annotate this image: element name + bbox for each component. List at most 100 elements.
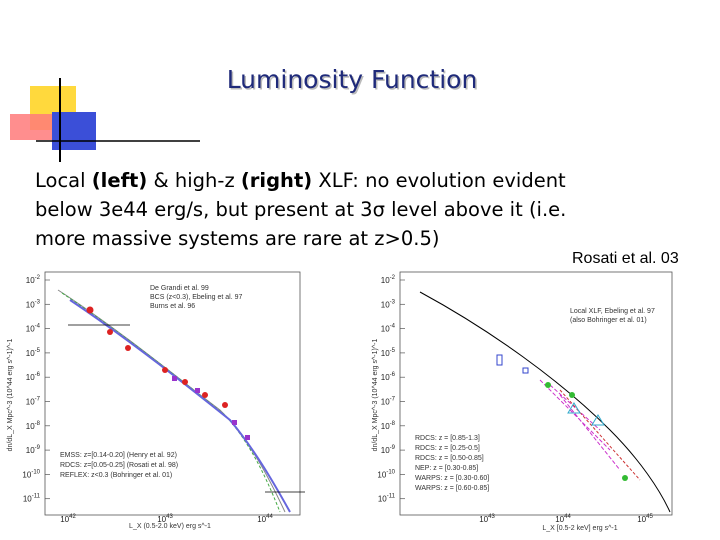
legend-entry: (also Bohringer et al. 01) (570, 317, 647, 324)
right-plot-frame (399, 271, 673, 516)
x-tick-label: 1043 (479, 514, 495, 524)
y-tick-label: 10-5 (26, 348, 41, 358)
x-axis-label: L_X [0.5-2 keV] erg s^-1 (542, 525, 617, 532)
tick-base: 10 (26, 276, 35, 285)
tick-exp: -11 (32, 494, 41, 500)
curve (69, 299, 291, 513)
tick-base: 10 (26, 373, 35, 382)
points-right (496, 354, 628, 481)
body-segment: & high-z (147, 169, 241, 192)
x-tick-label: 1044 (257, 514, 273, 524)
tick-base: 10 (23, 495, 32, 504)
tick-base: 10 (378, 495, 387, 504)
legend-entry: WARPS: z = [0.30-0.60] (415, 475, 489, 482)
tick-exp: -10 (386, 469, 395, 475)
tick-exp: -9 (35, 445, 41, 451)
y-tick-label: 10-7 (26, 397, 41, 407)
y-tick-label: 10-2 (26, 275, 41, 285)
legend-entry: Burns et al. 96 (150, 303, 195, 310)
tick-exp: -4 (390, 324, 396, 330)
tick-exp: 45 (646, 514, 653, 520)
y-tick-label: 10-9 (26, 445, 41, 455)
tick-base: 10 (381, 398, 390, 407)
title: Luminosity Function (227, 65, 478, 94)
tick-base: 10 (555, 515, 564, 524)
x-tick-label: 1044 (555, 514, 571, 524)
x-tick-label: 1042 (60, 514, 76, 524)
tick-exp: -6 (35, 372, 41, 378)
tick-exp: -3 (35, 299, 41, 305)
tick-base: 10 (637, 515, 646, 524)
tick-exp: -2 (390, 275, 396, 281)
tick-base: 10 (381, 349, 390, 358)
tick-base: 10 (26, 349, 35, 358)
y-tick-label: 10-4 (26, 324, 41, 334)
curve (419, 291, 671, 513)
y-tick-label: 10-10 (22, 469, 40, 479)
legend-entry: NEP: z = [0.30-0.85] (415, 465, 478, 472)
tick-exp: 44 (266, 514, 273, 520)
body-segment: (right) (241, 169, 312, 192)
curve (61, 292, 281, 513)
legend-entry: WARPS: z = [0.60-0.85] (415, 485, 489, 492)
curve (539, 379, 621, 471)
y-tick-label: 10-8 (26, 421, 41, 431)
y-tick-label: 10-5 (381, 348, 396, 358)
tick-exp: -5 (390, 348, 396, 354)
tick-exp: -4 (35, 324, 41, 330)
tick-exp: 42 (69, 514, 76, 520)
tick-base: 10 (60, 515, 69, 524)
y-tick-label: 10-8 (381, 421, 396, 431)
deco-blue (52, 112, 96, 150)
tick-base: 10 (157, 515, 166, 524)
body-segment: below 3e44 erg/s, but present at 3σ leve… (35, 198, 566, 221)
tick-base: 10 (377, 470, 386, 479)
tick-exp: -9 (390, 445, 396, 451)
x-tick-label: 1045 (637, 514, 653, 524)
tick-base: 10 (26, 398, 35, 407)
y-tick-label: 10-11 (378, 494, 396, 504)
citation: Rosati et al. 03 (572, 250, 679, 267)
tick-exp: 43 (488, 514, 495, 520)
y-axis-label: dn/dL_X Mpc^-3 (10^44 erg s^-1)^-1 (372, 339, 379, 452)
tick-exp: 44 (564, 514, 571, 520)
curve (559, 389, 641, 481)
title-shadow: Luminosity Function (228, 67, 479, 96)
y-tick-label: 10-9 (381, 445, 396, 455)
tick-exp: 43 (166, 514, 173, 520)
legend-entry: Local XLF, Ebeling et al. 97 (570, 308, 655, 315)
tick-exp: -8 (390, 421, 396, 427)
legend-entry: REFLEX: z<0.3 (Bohringer et al. 01) (60, 472, 172, 479)
legend-entry: EMSS: z=[0.14-0.20] (Henry et al. 92) (60, 452, 177, 459)
legend-entry: RDCS: z = [0.85-1.3] (415, 435, 480, 442)
deco-red (10, 114, 54, 140)
legend-entry: RDCS: z=[0.05-0.25] (Rosati et al. 98) (60, 462, 178, 469)
tick-exp: -8 (35, 421, 41, 427)
tick-base: 10 (26, 422, 35, 431)
y-tick-label: 10-4 (381, 324, 396, 334)
tick-exp: -2 (35, 275, 41, 281)
body-line: Local (left) & high-z (right) XLF: no ev… (35, 169, 566, 192)
tick-exp: -7 (35, 397, 41, 403)
tick-base: 10 (479, 515, 488, 524)
legend-entry: RDCS: z = [0.25-0.5] (415, 445, 480, 452)
body-segment: (left) (92, 169, 148, 192)
tick-base: 10 (26, 300, 35, 309)
tick-exp: -3 (390, 299, 396, 305)
y-axis-label: dn/dL_X Mpc^-3 (10^44 erg s^-1)^-1 (7, 339, 14, 452)
y-tick-label: 10-3 (381, 299, 396, 309)
tick-exp: -10 (31, 469, 40, 475)
tick-base: 10 (26, 446, 35, 455)
body-line: more massive systems are rare at z>0.5) (35, 227, 439, 250)
x-tick-label: 1043 (157, 514, 173, 524)
y-tick-label: 10-11 (23, 494, 41, 504)
tick-base: 10 (381, 446, 390, 455)
tick-base: 10 (381, 325, 390, 334)
tick-exp: -7 (390, 397, 396, 403)
tick-base: 10 (381, 276, 390, 285)
tick-base: 10 (26, 325, 35, 334)
tick-base: 10 (381, 373, 390, 382)
tick-exp: -11 (387, 494, 396, 500)
